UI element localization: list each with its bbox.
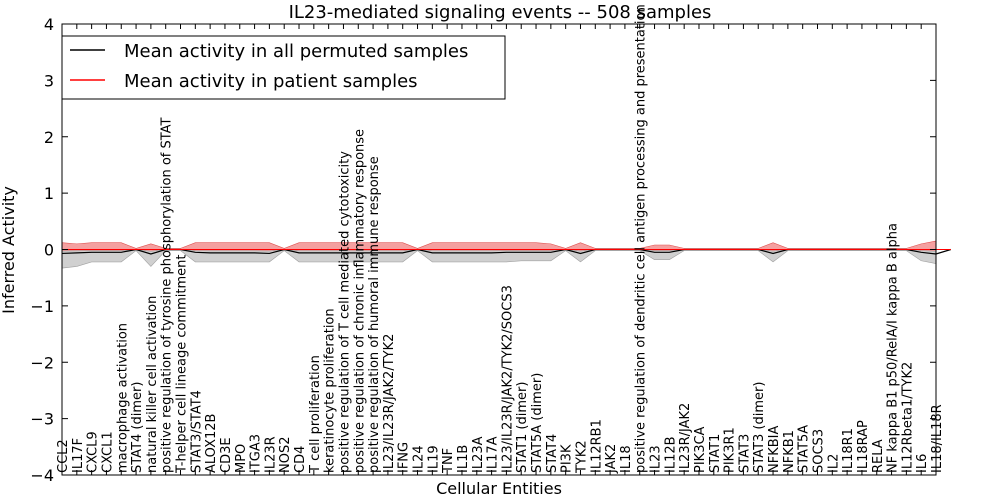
legend: Mean activity in all permuted samples Me… xyxy=(61,35,506,100)
x-tick-label: keratinocyte proliferation xyxy=(323,308,338,473)
x-tick-label: IL23/IL23R/JAK2/TYK2/SOCS3 xyxy=(500,285,515,473)
x-tick-label: IL12Rbeta1/TYK2 xyxy=(900,362,915,473)
x-tick-label: positive regulation of dendritic cell an… xyxy=(634,4,649,473)
plot-area xyxy=(61,240,951,269)
y-axis-label: Inferred Activity xyxy=(0,186,18,314)
x-tick-label: natural killer cell activation xyxy=(145,296,160,473)
legend-label-permuted: Mean activity in all permuted samples xyxy=(124,41,468,62)
x-tick-label: IFNG xyxy=(397,442,412,473)
x-tick-label: NF kappa B1 p50/RelA/I kappa B alpha xyxy=(886,223,901,473)
x-tick-label: IL19 xyxy=(426,445,441,473)
x-tick-label: IL17A xyxy=(486,436,501,473)
x-tick-label: STAT3/STAT4 xyxy=(189,390,204,473)
y-tick-label: −4 xyxy=(30,466,54,485)
x-tick-label: STAT3 (dimer) xyxy=(752,382,767,473)
x-tick-label: PIK3R1 xyxy=(723,427,738,473)
y-tick-label: 4 xyxy=(44,15,54,34)
y-axis: −4 −3 −2 −1 0 1 2 3 4 xyxy=(30,15,936,485)
x-tick-label: MPO xyxy=(234,444,249,473)
x-tick-label: CXCL1 xyxy=(100,431,115,473)
x-tick-label: STAT5A (dimer) xyxy=(530,373,545,473)
legend-box xyxy=(61,35,506,100)
x-tick-label: IL23/IL23R/JAK2/TYK2 xyxy=(382,334,397,473)
x-tick-label: NOS2 xyxy=(278,437,293,473)
y-tick-label: 2 xyxy=(44,128,54,147)
y-tick-label: 0 xyxy=(44,241,54,260)
x-tick-label: IL18RAP xyxy=(856,420,871,473)
chart-title: IL23-mediated signaling events -- 508 sa… xyxy=(289,2,712,23)
x-tick-label: JAK2 xyxy=(604,444,619,474)
legend-label-patient: Mean activity in patient samples xyxy=(124,71,418,92)
y-tick-label: 3 xyxy=(44,71,54,90)
x-tick-label: IL1B xyxy=(456,445,471,473)
x-tick-label: IL18 xyxy=(619,445,634,473)
x-tick-label: positive regulation of chronic inflammat… xyxy=(352,129,367,473)
x-tick-label: TNF xyxy=(441,448,456,474)
x-tick-label: IL2 xyxy=(826,454,841,473)
x-tick-label: STAT5A xyxy=(797,425,812,473)
x-tick-label: STAT1 (dimer) xyxy=(515,382,530,473)
x-tick-label: TYK2 xyxy=(574,440,589,474)
x-tick-label: STAT4 (dimer) xyxy=(130,382,145,473)
x-tick-label: IL17F xyxy=(71,438,86,473)
x-tick-label: IL12B xyxy=(663,436,678,473)
x-tick-label: STAT4 xyxy=(545,434,560,473)
x-tick-label: IL24 xyxy=(412,445,427,473)
x-tick-label: IL18R1 xyxy=(841,428,856,473)
x-tick-label: positive regulation of humoral immune re… xyxy=(367,156,382,473)
x-tick-label: IL23A xyxy=(471,436,486,473)
x-axis-label: Cellular Entities xyxy=(436,479,562,498)
x-tick-label: ITGA3 xyxy=(249,434,264,473)
x-tick-label: ALOX12B xyxy=(204,414,219,473)
x-tick-label: PIK3CA xyxy=(693,426,708,473)
x-axis: CCL2 IL17F CXCL9 CXCL1 macrophage activation… xyxy=(56,4,945,475)
x-tick-label: positive regulation of tyrosine phosphor… xyxy=(160,117,175,473)
x-tick-label: CD3E xyxy=(219,437,234,473)
y-tick-label: −2 xyxy=(30,353,54,372)
x-tick-label: IL6 xyxy=(915,454,930,473)
x-tick-label: IL18/IL18R xyxy=(930,404,945,473)
x-tick-label: NFKBIA xyxy=(767,426,782,473)
y-tick-label: 1 xyxy=(44,184,54,203)
x-tick-label: T cell proliferation xyxy=(308,355,323,474)
x-tick-label: CXCL9 xyxy=(86,431,101,473)
x-tick-label: macrophage activation xyxy=(115,323,130,473)
x-tick-label: IL23R xyxy=(263,436,278,473)
x-tick-label: RELA xyxy=(871,439,886,473)
x-tick-label: IL23R/JAK2 xyxy=(678,403,693,473)
x-tick-label: SOCS3 xyxy=(811,429,826,473)
x-tick-label: CCL2 xyxy=(56,439,71,473)
x-tick-label: CD4 xyxy=(293,446,308,473)
x-tick-label: positive regulation of T cell mediated c… xyxy=(337,151,352,473)
y-tick-label: −1 xyxy=(30,297,54,316)
x-tick-label: T-helper cell lineage commitment xyxy=(175,255,190,474)
x-tick-label: IL12RB1 xyxy=(589,419,604,473)
y-tick-label: −3 xyxy=(30,410,54,429)
x-tick-label: NFKB1 xyxy=(782,430,797,473)
x-tick-label: STAT1 xyxy=(708,434,723,473)
x-tick-label: PI3K xyxy=(560,444,575,473)
x-tick-label: STAT3 xyxy=(737,434,752,473)
x-tick-label: IL23 xyxy=(649,445,664,473)
